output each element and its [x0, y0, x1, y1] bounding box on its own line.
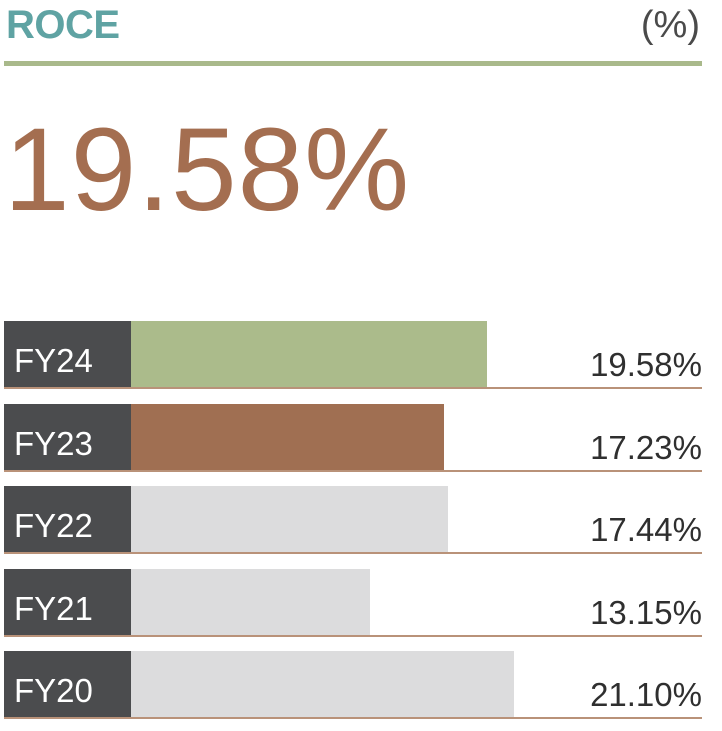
bar-chart: FY24 19.58% FY23 17.23% FY22 17.44% FY21 13.15%… [4, 321, 702, 721]
bar-fy23 [131, 403, 445, 471]
bar-row: FY22 17.44% [4, 486, 702, 554]
bar-value-label: 17.23% [590, 428, 702, 466]
bar-fy20 [131, 651, 515, 718]
bar-row: FY21 13.15% [4, 568, 702, 637]
row-divider [4, 717, 702, 719]
bar-value-label: 17.44% [590, 511, 702, 548]
bar-fy21 [131, 568, 370, 636]
bar-row: FY24 19.58% [4, 321, 702, 389]
bar-category-label: FY20 [4, 651, 131, 718]
bar-value-label: 21.10% [590, 676, 702, 713]
row-divider [4, 387, 702, 389]
headline-value: 19.58% [4, 104, 411, 236]
header-divider [4, 61, 702, 66]
row-divider [4, 634, 702, 637]
chart-title: ROCE [6, 3, 120, 47]
row-divider [4, 469, 702, 472]
bar-row: FY20 21.10% [4, 651, 702, 719]
bar-category-label: FY21 [4, 568, 131, 636]
bar-value-label: 19.58% [590, 346, 702, 383]
bar-row: FY23 17.23% [4, 403, 702, 472]
unit-label: (%) [640, 4, 700, 46]
bar-category-label: FY24 [4, 321, 131, 388]
bar-value-label: 13.15% [590, 593, 702, 631]
bar-category-label: FY23 [4, 403, 131, 471]
bar-category-label: FY22 [4, 486, 131, 553]
bar-fy24 [131, 321, 487, 388]
bar-fy22 [131, 486, 448, 553]
row-divider [4, 552, 702, 554]
